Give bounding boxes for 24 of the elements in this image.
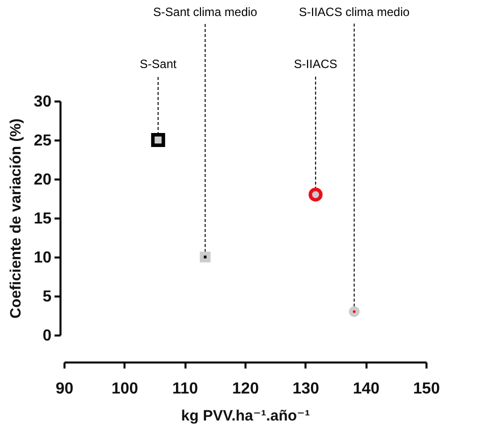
y-tick-label: 0 xyxy=(42,328,52,344)
x-tick-label: 110 xyxy=(172,380,198,398)
y-tick-label: 15 xyxy=(34,210,52,228)
x-tick-label: 150 xyxy=(413,380,440,398)
x-tick-label: 130 xyxy=(292,380,320,398)
x-tick-label: 140 xyxy=(352,380,380,398)
y-axis-title: Coeficiente de variación (%) xyxy=(8,118,25,319)
x-tick-label: 100 xyxy=(111,380,138,398)
y-tick-label: 25 xyxy=(34,132,52,150)
point xyxy=(348,306,360,317)
point xyxy=(200,252,211,262)
point xyxy=(308,188,323,202)
text: S-IIACS xyxy=(294,57,338,71)
point xyxy=(151,133,166,147)
x-tick-label: 120 xyxy=(232,380,259,398)
y-tick-label: 5 xyxy=(42,288,52,306)
x-axis-title: kg PVV.ha⁻¹.año⁻¹ xyxy=(181,408,310,424)
y-tick-label: 20 xyxy=(34,172,52,188)
y-tick-label: 30 xyxy=(34,94,52,110)
y-tick-label: 10 xyxy=(34,250,52,266)
text: S-Sant xyxy=(140,57,178,71)
x-tick-label: 90 xyxy=(56,380,74,398)
text: S-IIACS clima medio xyxy=(298,5,410,19)
text: S-Sant clima medio xyxy=(153,5,258,19)
